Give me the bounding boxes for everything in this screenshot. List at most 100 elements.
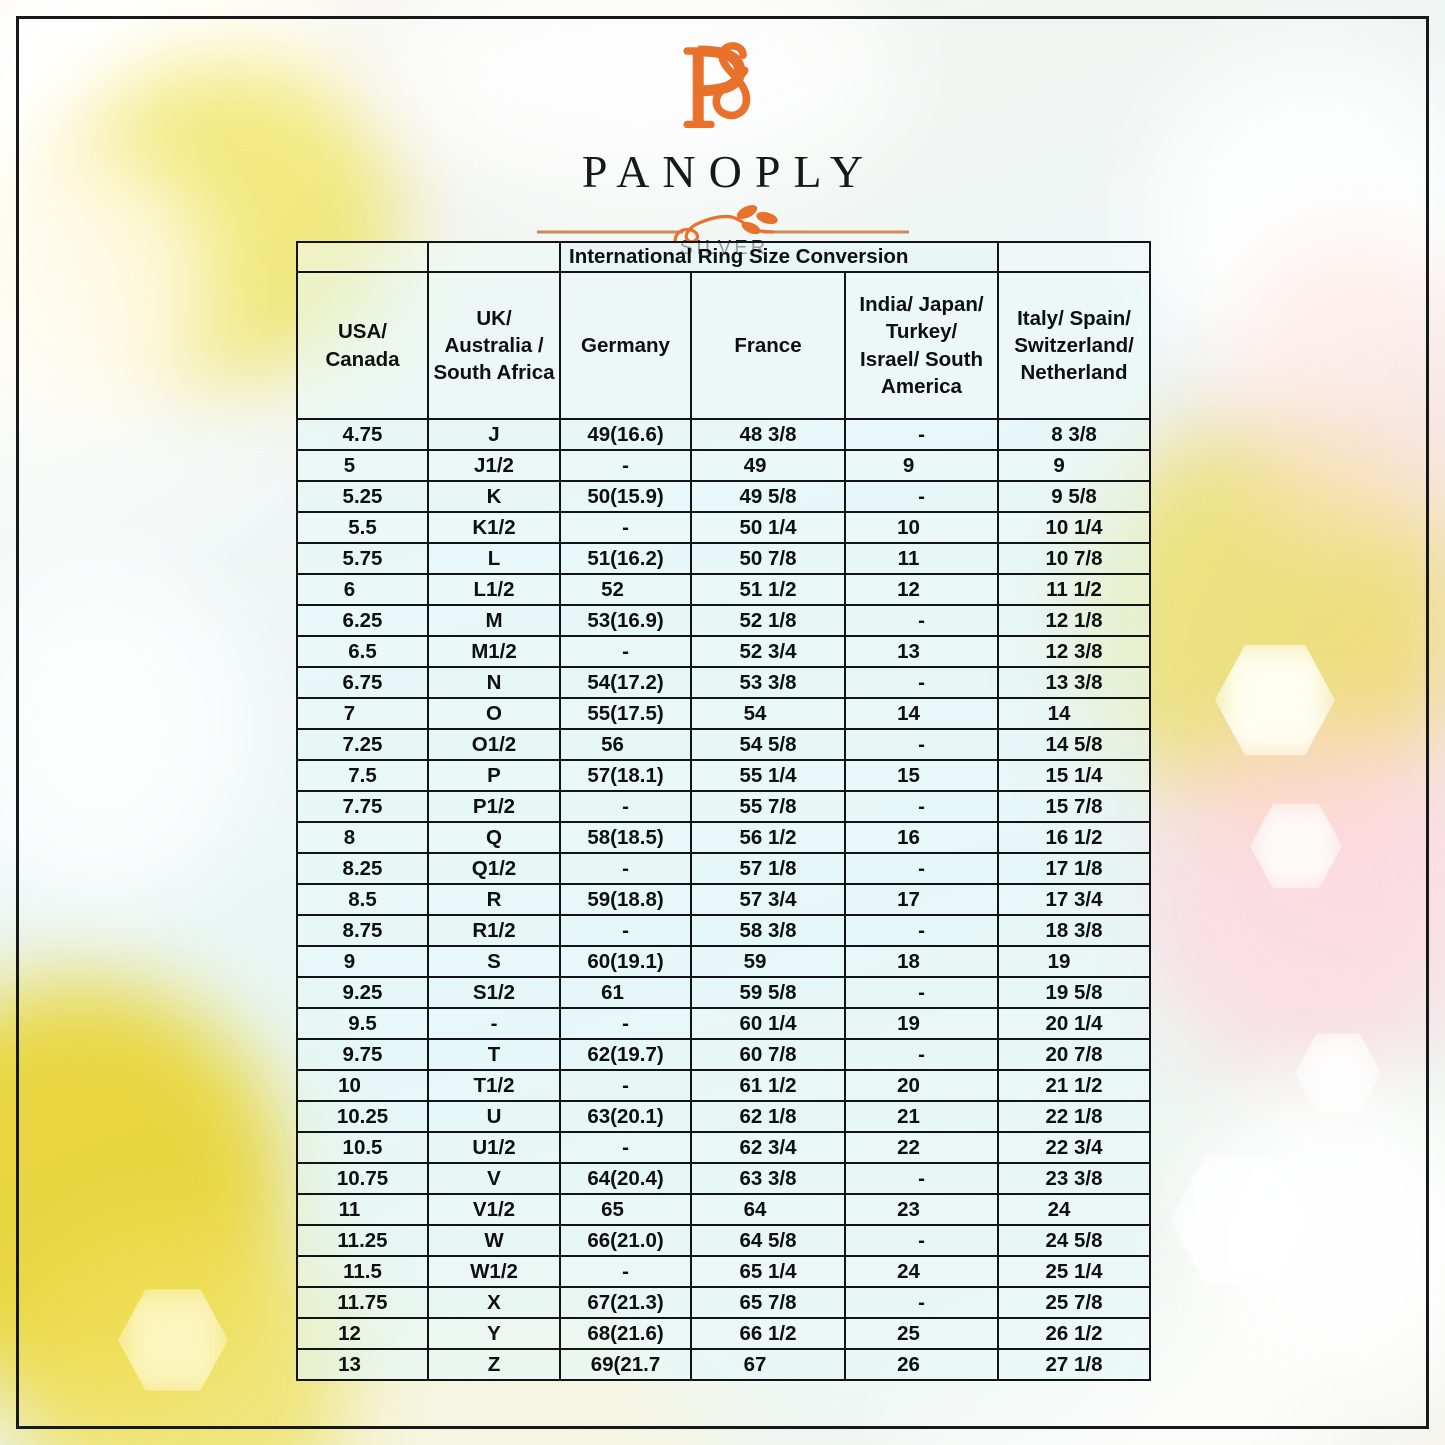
- cell-r13-c1: 7.75: [296, 790, 429, 823]
- cell-value: 52 3/4: [739, 639, 797, 663]
- cell-r1-c6: 8 3/8: [997, 418, 1152, 451]
- cell-value: 57 1/8: [739, 856, 797, 880]
- header-line: Canada: [325, 347, 400, 371]
- cell-r8-c6: 12 3/8: [997, 635, 1152, 668]
- cell-r27-c5: -: [843, 1224, 1000, 1257]
- cell-value: 5.25: [342, 484, 383, 508]
- cell-value: 8 3/8: [1051, 422, 1097, 446]
- cell-value: 19: [897, 1011, 920, 1035]
- cell-value: 51 1/2: [739, 577, 797, 601]
- cell-value: 9: [343, 949, 356, 973]
- cell-r16-c4: 57 3/4: [690, 883, 846, 916]
- column-header-4: France: [690, 271, 846, 420]
- cell-r8-c1: 6.5: [296, 635, 429, 668]
- header-line: Switzerland/: [1014, 333, 1134, 357]
- cell-r13-c4: 55 7/8: [690, 790, 846, 823]
- cell-value: 5.75: [342, 546, 383, 570]
- table-row: 11.75 X 67(21.3) 65 7/8 - 25 7/8: [296, 1286, 1152, 1319]
- cell-value: 64 5/8: [739, 1228, 797, 1252]
- cell-value: 17: [897, 887, 920, 911]
- cell-value: 11 1/2: [1046, 577, 1102, 601]
- cell-value: 62(19.7): [587, 1042, 664, 1066]
- cell-r28-c6: 25 1/4: [997, 1255, 1152, 1288]
- cell-value: 50 1/4: [739, 515, 797, 539]
- cell-r18-c2: S: [427, 945, 561, 978]
- header-line: South Africa: [433, 361, 555, 385]
- cell-r12-c2: P: [427, 759, 561, 792]
- cell-r21-c6: 20 7/8: [997, 1038, 1152, 1071]
- header-line: Turkey/: [885, 320, 958, 344]
- cell-value: 20 1/4: [1045, 1011, 1103, 1035]
- cell-value: 11.75: [337, 1290, 388, 1314]
- cell-r12-c5: 15: [843, 759, 1000, 792]
- cell-r3-c1: 5.25: [296, 480, 429, 513]
- table-row: 12 Y 68(21.6) 66 1/2 25 26 1/2: [296, 1317, 1152, 1350]
- decorative-border-frame: [16, 16, 1429, 1429]
- cell-value: 7.25: [342, 732, 383, 756]
- cell-value: -: [918, 484, 925, 508]
- cell-r4-c1: 5.5: [296, 511, 429, 544]
- cell-value: 15: [897, 763, 920, 787]
- cell-value: 65 1/4: [739, 1259, 797, 1283]
- cell-value: 63 3/8: [739, 1166, 797, 1190]
- cell-r26-c3: 65: [559, 1193, 692, 1226]
- cell-value: 26: [897, 1352, 920, 1376]
- cell-value: W: [484, 1228, 504, 1252]
- cell-r19-c2: S1/2: [427, 976, 561, 1009]
- cell-value: 24 5/8: [1045, 1228, 1103, 1252]
- cell-r16-c3: 59(18.8): [559, 883, 692, 916]
- cell-value: -: [918, 608, 925, 632]
- cell-r14-c6: 16 1/2: [997, 821, 1152, 854]
- cell-value: R1/2: [472, 918, 516, 942]
- cell-value: -: [918, 1228, 925, 1252]
- cell-r26-c4: 64: [690, 1193, 846, 1226]
- table-row: 8.75 R1/2 - 58 3/8 - 18 3/8: [296, 914, 1152, 947]
- cell-value: 13: [897, 639, 920, 663]
- cell-value: 11.25: [337, 1228, 388, 1252]
- ps-monogram-icon: [683, 42, 750, 129]
- cell-r11-c2: O1/2: [427, 728, 561, 761]
- cell-value: 56: [601, 732, 624, 756]
- table-title-row: International Ring Size Conversion: [296, 241, 1152, 273]
- cell-r2-c4: 49: [690, 449, 846, 482]
- cell-value: P1/2: [472, 794, 516, 818]
- ring-size-conversion-table: International Ring Size Conversion USA/C…: [296, 241, 1152, 1381]
- cell-value: 57(18.1): [587, 763, 664, 787]
- cell-r20-c6: 20 1/4: [997, 1007, 1152, 1040]
- cell-r31-c6: 27 1/8: [997, 1348, 1152, 1381]
- cell-r9-c3: 54(17.2): [559, 666, 692, 699]
- cell-r9-c1: 6.75: [296, 666, 429, 699]
- bokeh-blob: [380, 0, 900, 200]
- cell-r6-c4: 51 1/2: [690, 573, 846, 606]
- cell-r15-c4: 57 1/8: [690, 852, 846, 885]
- cell-r7-c3: 53(16.9): [559, 604, 692, 637]
- cell-r24-c6: 22 3/4: [997, 1131, 1152, 1164]
- title-row-spacer: [427, 241, 561, 273]
- cell-value: 64: [743, 1197, 767, 1221]
- cell-value: 52: [601, 577, 624, 601]
- cell-value: -: [918, 732, 925, 756]
- cell-r22-c5: 20: [843, 1069, 1000, 1102]
- cell-r9-c4: 53 3/8: [690, 666, 846, 699]
- table-row: 10.25 U 63(20.1) 62 1/8 21 22 1/8: [296, 1100, 1152, 1133]
- cell-value: 61: [601, 980, 624, 1004]
- cell-r2-c3: -: [559, 449, 692, 482]
- cell-r30-c3: 68(21.6): [559, 1317, 692, 1350]
- cell-r15-c3: -: [559, 852, 692, 885]
- cell-value: 67: [743, 1352, 767, 1376]
- cell-r10-c3: 55(17.5): [559, 697, 692, 730]
- cell-value: 8.25: [342, 856, 383, 880]
- bokeh-blob: [0, 560, 250, 900]
- cell-r27-c2: W: [427, 1224, 561, 1257]
- cell-value: 9: [902, 453, 915, 477]
- cell-r19-c3: 61: [559, 976, 692, 1009]
- title-row-spacer: [296, 241, 429, 273]
- column-header-5: India/ Japan/Turkey/Israel/ South America: [843, 271, 1000, 420]
- cell-value: 10.5: [342, 1135, 383, 1159]
- cell-value: 23: [897, 1197, 920, 1221]
- cell-r11-c1: 7.25: [296, 728, 429, 761]
- cell-r1-c3: 49(16.6): [559, 418, 692, 451]
- cell-value: 25 1/4: [1045, 1259, 1103, 1283]
- table-row: 6.75 N 54(17.2) 53 3/8 - 13 3/8: [296, 666, 1152, 699]
- cell-value: M: [485, 608, 503, 632]
